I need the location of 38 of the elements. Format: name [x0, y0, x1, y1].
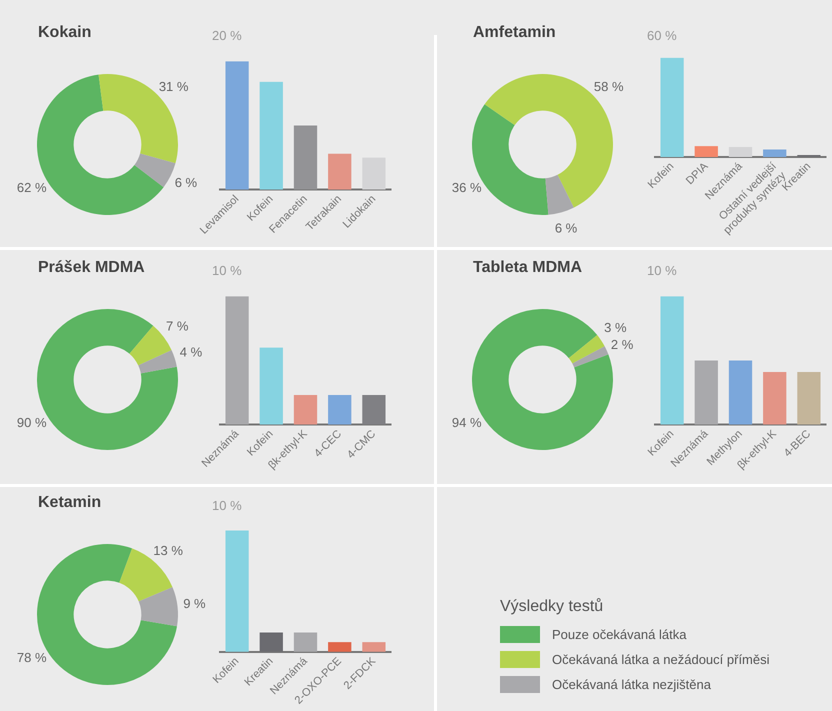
data-label: 31 %	[158, 78, 189, 94]
chart-title: Kokain	[38, 24, 92, 42]
data-label: 3 %	[604, 320, 627, 336]
bar	[362, 158, 386, 190]
chart-title: Prášek MDMA	[38, 259, 145, 277]
text: 10 %	[647, 263, 677, 278]
data-label: 9 %	[183, 596, 206, 612]
data-label: 4 %	[180, 344, 203, 360]
bar	[763, 150, 786, 157]
text: 60 %	[647, 28, 677, 43]
data-label: 6 %	[174, 174, 198, 190]
bar	[728, 147, 752, 157]
text: 10 %	[212, 498, 242, 513]
chart-title: Ketamin	[38, 494, 102, 512]
data-label: 90 %	[16, 414, 47, 430]
data-label: 36 %	[452, 180, 482, 195]
legend-title: Výsledky testů	[500, 598, 604, 616]
data-label: 58 %	[594, 78, 624, 94]
text: 20 %	[212, 28, 242, 43]
bar	[260, 82, 283, 190]
data-label: 7 %	[166, 318, 189, 334]
chart-title: Amfetamin	[473, 24, 556, 42]
bar	[294, 126, 318, 190]
data-label: 6 %	[554, 220, 578, 236]
bar	[328, 154, 352, 190]
data-label: 94 %	[452, 414, 482, 430]
legend-label: Očekávaná látka nezjištěna	[552, 677, 711, 692]
text: 10 %	[212, 263, 242, 278]
data-label: 62 %	[16, 180, 47, 195]
bar	[225, 61, 249, 190]
bar	[694, 146, 718, 157]
data-label: 13 %	[153, 542, 184, 558]
chart-title: Tableta MDMA	[473, 259, 582, 277]
data-label: 2 %	[610, 337, 634, 352]
bar	[660, 58, 684, 157]
legend-label: Pouze očekávaná látka	[552, 627, 686, 642]
legend-label: Očekávaná látka a nežádoucí příměsi	[552, 652, 770, 667]
data-label: 78 %	[16, 650, 47, 665]
